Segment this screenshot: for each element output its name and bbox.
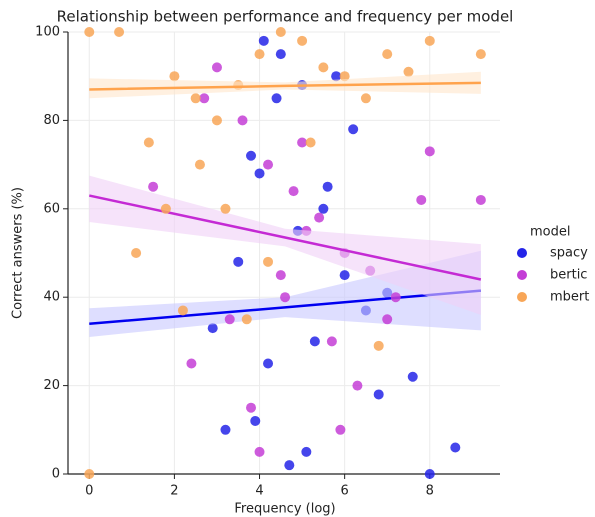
regression-line (89, 81, 481, 91)
point (305, 137, 316, 148)
y-tick-label: 80 (43, 113, 60, 128)
point (403, 66, 414, 77)
point (194, 159, 205, 170)
point (390, 292, 401, 303)
point (220, 424, 231, 435)
point (339, 71, 350, 82)
point (263, 358, 274, 369)
point (254, 446, 265, 457)
y-tick-label: 0 (52, 467, 60, 482)
point (263, 159, 274, 170)
point (254, 49, 265, 60)
point (233, 256, 244, 267)
point (280, 292, 291, 303)
confidence-band (89, 175, 481, 315)
x-tick-label: 2 (170, 484, 178, 499)
point (314, 212, 325, 223)
point (199, 93, 210, 104)
point (318, 62, 329, 73)
point (382, 49, 393, 60)
point (254, 168, 265, 179)
point (275, 49, 286, 60)
point (241, 314, 252, 325)
point (301, 446, 312, 457)
x-tick-label: 8 (426, 484, 434, 499)
legend-label: mbert (550, 290, 589, 305)
point (424, 469, 435, 479)
point (84, 27, 95, 37)
y-tick-label: 40 (43, 290, 60, 305)
point (220, 203, 231, 214)
point (288, 186, 299, 197)
point (211, 62, 222, 73)
point (326, 336, 337, 347)
legend-title: model (530, 225, 570, 240)
point (148, 181, 159, 192)
point (169, 71, 180, 82)
point (297, 35, 308, 46)
point (339, 270, 350, 281)
point (246, 402, 257, 413)
point (475, 194, 486, 205)
point (318, 203, 329, 214)
point (352, 380, 363, 391)
point (382, 314, 393, 325)
point (275, 270, 286, 281)
point (84, 469, 95, 479)
point (335, 424, 346, 435)
legend-marker (517, 292, 527, 302)
legend-marker (517, 270, 527, 280)
point (271, 93, 282, 104)
point (131, 248, 142, 258)
x-axis-label: Frequency (log) (234, 502, 335, 517)
legend-marker (517, 248, 527, 258)
point (263, 256, 274, 267)
point (360, 93, 371, 104)
point (207, 323, 218, 334)
point (407, 371, 418, 382)
point (237, 115, 248, 126)
legend-label: bertic (550, 268, 587, 283)
point (331, 71, 342, 82)
regression-line (89, 194, 482, 281)
point (114, 27, 125, 37)
point (190, 93, 201, 104)
point (224, 314, 235, 325)
point (211, 115, 222, 126)
y-tick-label: 60 (43, 201, 60, 216)
point (424, 35, 435, 46)
point (246, 150, 257, 161)
point (284, 460, 295, 471)
x-tick-label: 6 (341, 484, 349, 499)
point (450, 442, 461, 453)
point (322, 181, 333, 192)
point (177, 305, 188, 316)
x-tick-label: 4 (255, 484, 263, 499)
point (475, 49, 486, 60)
point (275, 27, 286, 37)
point (373, 340, 384, 351)
point (258, 35, 269, 46)
point (309, 336, 320, 347)
point (143, 137, 154, 148)
point (297, 137, 308, 148)
y-axis-label: Correct answers (%) (11, 187, 26, 319)
point (160, 203, 171, 214)
regression-line (89, 289, 481, 325)
point (348, 124, 359, 135)
y-tick-label: 100 (35, 25, 60, 40)
y-tick-label: 20 (43, 378, 60, 393)
point (186, 358, 197, 369)
point (416, 194, 427, 205)
point (250, 415, 261, 426)
x-tick-label: 0 (85, 484, 93, 499)
legend-label: spacy (550, 246, 588, 261)
chart-title: Relationship between performance and fre… (57, 8, 514, 26)
point (373, 389, 384, 400)
point (424, 146, 435, 157)
